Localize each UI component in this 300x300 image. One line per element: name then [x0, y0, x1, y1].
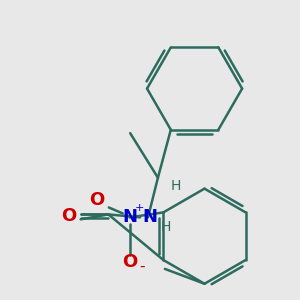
Text: O: O: [89, 190, 105, 208]
Text: N: N: [122, 208, 137, 226]
Text: O: O: [122, 253, 137, 271]
Text: O: O: [61, 207, 76, 225]
Text: -: -: [139, 258, 144, 273]
Text: N: N: [142, 208, 158, 226]
Text: +: +: [135, 203, 144, 214]
Text: H: H: [161, 220, 171, 234]
Text: H: H: [171, 179, 181, 193]
